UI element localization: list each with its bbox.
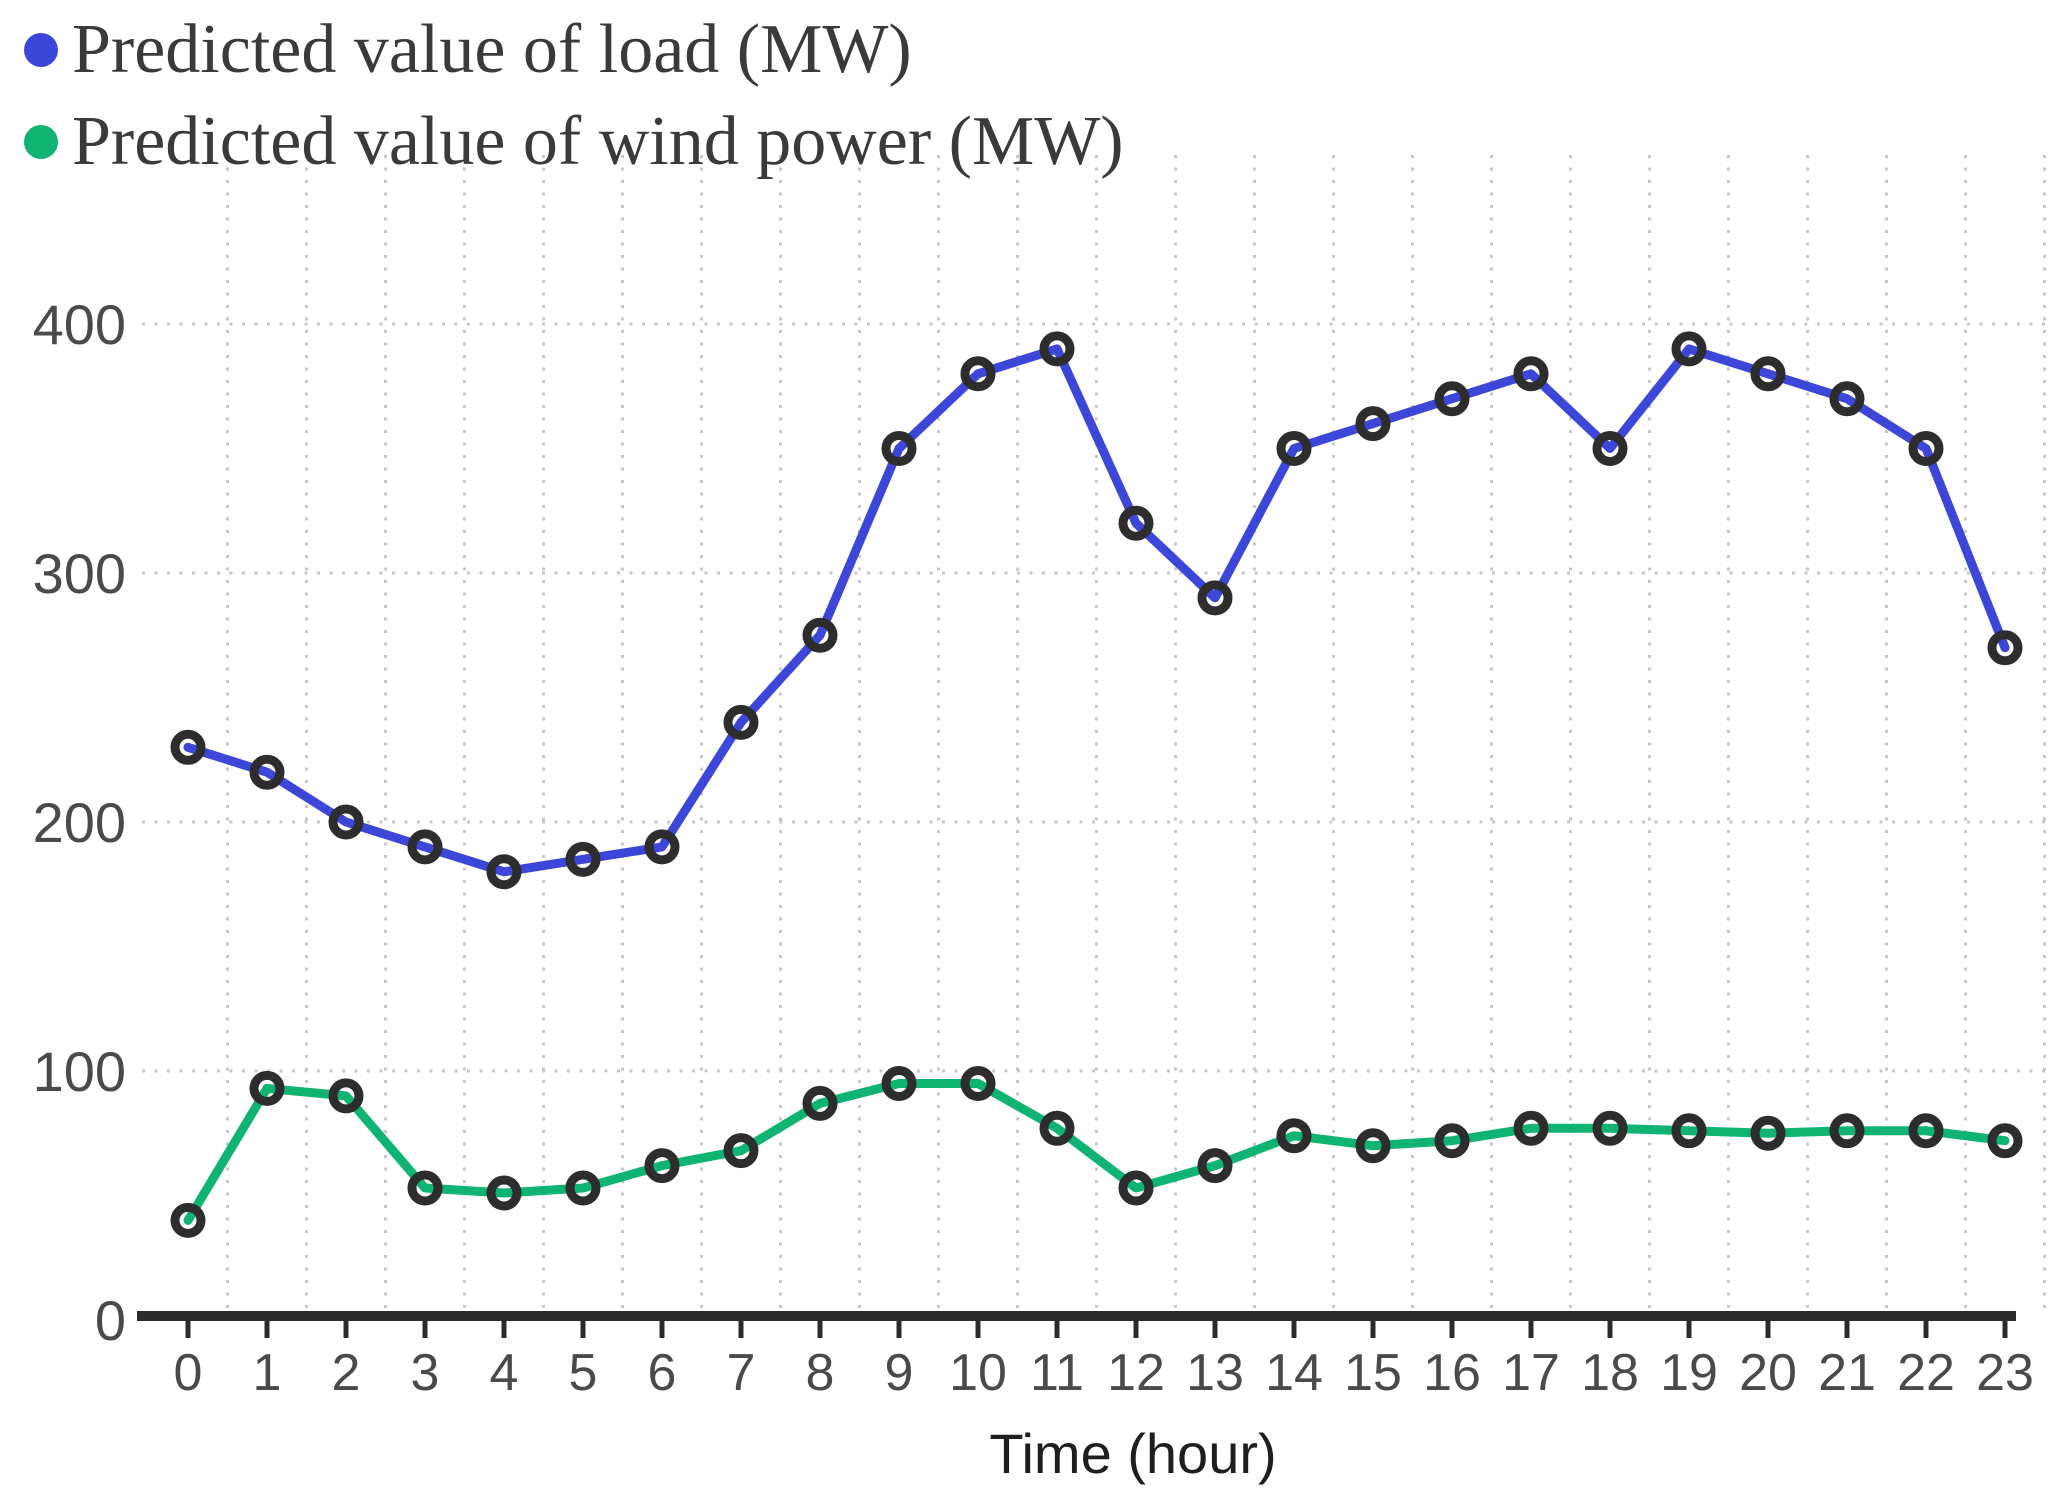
legend-dot-load-icon (24, 33, 58, 67)
svg-text:5: 5 (569, 1344, 598, 1402)
legend-label-load: Predicted value of load (MW) (72, 11, 912, 88)
svg-text:8: 8 (806, 1344, 835, 1402)
legend-dot-wind-icon (24, 125, 58, 159)
svg-text:11: 11 (1030, 1344, 1084, 1402)
svg-text:100: 100 (33, 1040, 126, 1103)
load-series-markers (170, 331, 2023, 890)
svg-text:2: 2 (332, 1344, 361, 1402)
svg-text:13: 13 (1186, 1344, 1244, 1402)
svg-text:4: 4 (490, 1344, 519, 1402)
svg-text:400: 400 (33, 293, 126, 356)
legend: Predicted value of load (MW) Predicted v… (24, 4, 1124, 188)
legend-label-wind: Predicted value of wind power (MW) (72, 103, 1124, 180)
svg-text:17: 17 (1502, 1344, 1560, 1402)
svg-text:1: 1 (253, 1344, 282, 1402)
legend-item-wind: Predicted value of wind power (MW) (24, 96, 1124, 188)
svg-text:15: 15 (1344, 1344, 1402, 1402)
wind-series-line (183, 1078, 2010, 1225)
vertical-gridlines (226, 155, 2046, 1311)
svg-text:19: 19 (1660, 1344, 1718, 1402)
svg-text:14: 14 (1265, 1344, 1323, 1402)
svg-text:20: 20 (1739, 1344, 1797, 1402)
y-axis-labels: 0 100 200 300 400 (33, 293, 126, 1352)
x-axis-labels: 0 1 2 3 4 5 6 7 8 9 10 11 12 13 14 15 16 17 18 19 20 21 22 23 (174, 1344, 2034, 1402)
svg-text:0: 0 (174, 1344, 203, 1402)
svg-text:200: 200 (33, 791, 126, 854)
svg-text:16: 16 (1423, 1344, 1481, 1402)
svg-text:23: 23 (1976, 1344, 2034, 1402)
svg-text:10: 10 (949, 1344, 1007, 1402)
x-axis (137, 1311, 2016, 1338)
svg-text:22: 22 (1897, 1344, 1955, 1402)
legend-item-load: Predicted value of load (MW) (24, 4, 1124, 96)
svg-text:18: 18 (1581, 1344, 1639, 1402)
svg-text:7: 7 (727, 1344, 756, 1402)
svg-text:3: 3 (411, 1344, 440, 1402)
svg-text:0: 0 (95, 1289, 126, 1352)
wind-series-markers (170, 1065, 2023, 1238)
x-axis-title: Time (hour) (989, 1422, 1276, 1485)
svg-text:21: 21 (1818, 1344, 1876, 1402)
svg-text:9: 9 (885, 1344, 914, 1402)
svg-text:300: 300 (33, 542, 126, 605)
svg-text:6: 6 (648, 1344, 677, 1402)
svg-text:12: 12 (1107, 1344, 1165, 1402)
